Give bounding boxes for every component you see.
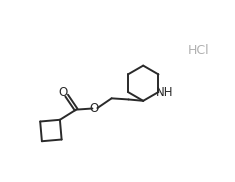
Text: NH: NH xyxy=(156,86,173,98)
Text: O: O xyxy=(59,86,68,99)
Text: HCl: HCl xyxy=(188,44,210,57)
Text: O: O xyxy=(89,102,99,115)
